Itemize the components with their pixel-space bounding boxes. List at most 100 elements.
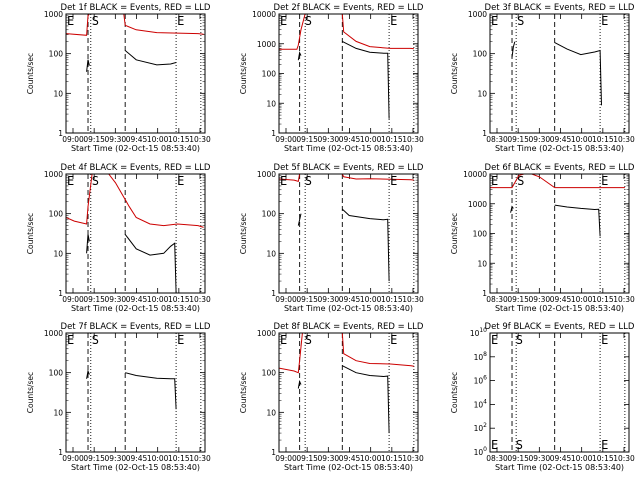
x-tick-label: 09:30	[529, 454, 551, 463]
marker-e: E	[177, 14, 184, 28]
detector-panel-3: Det 3f BLACK = Events, RED = LLD 1 10 100 10…	[450, 3, 635, 153]
x-tick-label: 10:30	[189, 454, 211, 463]
marker-s-bottom: S	[516, 438, 523, 452]
y-tick-label: 1	[58, 289, 63, 298]
y-tick-label: 1	[271, 129, 276, 138]
panel-frame	[65, 173, 206, 294]
y-tick-label: 1000	[257, 40, 276, 49]
panel-title: Det 2f BLACK = Events, RED = LLD	[274, 3, 424, 13]
detector-panel-2: Det 2f BLACK = Events, RED = LLD 1 10 100 10…	[239, 3, 424, 153]
panel-frame	[65, 13, 206, 134]
y-tick-label: 10	[53, 249, 63, 258]
y-axis-label: Counts/sec	[450, 372, 459, 413]
x-tick-label: 10:30	[402, 135, 424, 144]
x-tick-label: 09:45	[126, 295, 148, 304]
x-tick-label: 10:15	[381, 454, 403, 463]
marker-e: E	[491, 333, 498, 347]
event-rate-line	[342, 40, 390, 119]
event-rate-line	[297, 379, 302, 389]
marker-e: E	[67, 174, 74, 188]
y-tick-label: 10	[53, 89, 63, 98]
detector-panel-8: Det 8f BLACK = Events, RED = LLD 1 10 100 10…	[239, 322, 424, 472]
y-tick-label: 100	[474, 446, 488, 457]
y-tick-label: 1000	[44, 10, 63, 19]
panel-title: Det 9f BLACK = Events, RED = LLD	[485, 322, 635, 332]
x-axis-label: Start Time (02-Oct-15 08:53:40)	[495, 463, 624, 472]
x-tick-label: 09:30	[529, 135, 551, 144]
x-axis-label: Start Time (02-Oct-15 08:53:40)	[284, 304, 413, 313]
y-tick-label: 10000	[252, 10, 276, 19]
x-tick-label: 10:30	[613, 135, 635, 144]
x-tick-label: 09:45	[126, 135, 148, 144]
event-rate-line	[86, 369, 90, 379]
y-tick-label: 1	[271, 289, 276, 298]
x-tick-label: 09:15	[296, 454, 318, 463]
event-rate-line	[124, 50, 177, 66]
x-tick-label: 10:15	[168, 454, 190, 463]
marker-e: E	[390, 333, 397, 347]
plot-area	[279, 333, 415, 452]
x-tick-label: 09:30	[318, 135, 340, 144]
marker-s: S	[92, 174, 99, 188]
x-tick-label: 09:15	[296, 135, 318, 144]
y-tick-label: 100	[473, 230, 488, 239]
event-rate-line	[297, 213, 302, 226]
x-tick-label: 09:45	[126, 454, 148, 463]
x-tick-label: 09:30	[318, 454, 340, 463]
x-tick-label: 10:15	[168, 135, 190, 144]
marker-e: E	[280, 14, 287, 28]
y-tick-label: 100	[262, 369, 277, 378]
lld-rate-line	[279, 14, 414, 50]
lld-rate-line	[490, 174, 625, 189]
marker-s: S	[92, 14, 99, 28]
panel-title: Det 5f BLACK = Events, RED = LLD	[274, 163, 424, 173]
x-axis-label: Start Time (02-Oct-15 08:53:40)	[284, 144, 413, 153]
x-tick-label: 10:00	[147, 135, 169, 144]
detector-panel-1: Det 1f BLACK = Events, RED = LLD 1 10 100 10…	[26, 3, 211, 153]
marker-s: S	[517, 174, 524, 188]
x-tick-label: 10:30	[402, 295, 424, 304]
x-tick-label: 09:45	[339, 135, 361, 144]
detector-panel-9: Det 9f BLACK = Events, RED = LLD 100 102 10…	[450, 322, 635, 472]
x-axis-label: Start Time (02-Oct-15 08:53:40)	[284, 463, 413, 472]
y-tick-label: 1000	[468, 10, 487, 19]
panel-title: Det 4f BLACK = Events, RED = LLD	[61, 163, 211, 173]
plot-area	[511, 333, 626, 452]
y-tick-label: 10	[266, 249, 276, 258]
detector-panel-5: Det 5f BLACK = Events, RED = LLD 1 10 100 10…	[239, 163, 424, 313]
detector-panel-7: Det 7f BLACK = Events, RED = LLD 1 10 100 10…	[26, 322, 211, 472]
panel-title: Det 3f BLACK = Events, RED = LLD	[485, 3, 635, 13]
event-rate-line	[554, 42, 602, 106]
x-tick-label: 09:15	[83, 135, 105, 144]
marker-e: E	[491, 14, 498, 28]
x-tick-label: 09:00	[62, 295, 84, 304]
marker-s: S	[305, 333, 312, 347]
x-tick-label: 10:00	[360, 454, 382, 463]
x-tick-label: 10:15	[168, 295, 190, 304]
x-axis-label: Start Time (02-Oct-15 08:53:40)	[71, 304, 200, 313]
panel-frame	[278, 173, 419, 294]
marker-e: E	[601, 14, 608, 28]
x-tick-label: 09:00	[62, 454, 84, 463]
x-tick-label: 09:15	[296, 295, 318, 304]
y-tick-label: 1	[482, 129, 487, 138]
y-tick-label: 100	[473, 50, 488, 59]
y-tick-label: 1010	[470, 327, 487, 338]
x-tick-label: 09:30	[318, 295, 340, 304]
x-tick-label: 09:00	[275, 454, 297, 463]
panel-frame	[278, 332, 419, 453]
plot-area	[279, 174, 415, 293]
x-tick-label: 10:30	[189, 135, 211, 144]
x-tick-label: 09:15	[507, 295, 529, 304]
marker-s: S	[305, 14, 312, 28]
y-tick-label: 108	[474, 351, 488, 362]
y-tick-label: 1	[58, 129, 63, 138]
y-tick-label: 1000	[44, 170, 63, 179]
x-tick-label: 10:30	[402, 454, 424, 463]
x-tick-label: 09:15	[507, 454, 529, 463]
y-tick-label: 1000	[257, 170, 276, 179]
plot-area	[66, 14, 204, 133]
panel-title: Det 8f BLACK = Events, RED = LLD	[274, 322, 424, 332]
lld-rate-line	[279, 174, 414, 183]
marker-e: E	[177, 174, 184, 188]
